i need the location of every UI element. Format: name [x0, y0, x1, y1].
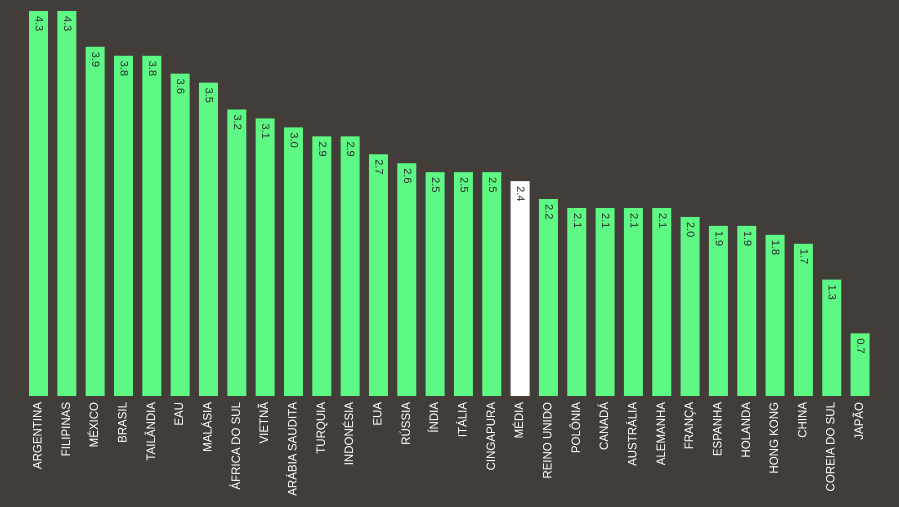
bar-8: [255, 118, 275, 396]
bar-0: [29, 11, 48, 396]
category-label-16: CINGAPURA: [486, 402, 498, 471]
bar-16: [482, 172, 502, 396]
value-label-12: 2.7: [372, 159, 384, 174]
value-label-26: 1.8: [769, 240, 781, 255]
bar-20: [595, 207, 615, 396]
bar-23: [680, 216, 700, 396]
value-label-22: 2.1: [656, 213, 668, 228]
bar-6: [198, 82, 218, 396]
category-label-3: BRASIL: [117, 401, 129, 443]
value-label-16: 2.5: [486, 177, 498, 192]
category-label-27: CHINA: [797, 402, 809, 438]
value-label-19: 2.1: [571, 213, 583, 228]
bar-21: [623, 207, 643, 396]
bar-12: [368, 154, 388, 396]
category-label-1: FILIPINAS: [61, 402, 73, 457]
bar-14: [425, 172, 445, 396]
value-label-2: 3.9: [89, 52, 101, 67]
value-label-23: 2.0: [684, 222, 696, 237]
value-label-1: 4.3: [61, 16, 73, 31]
value-label-24: 1.9: [712, 231, 724, 246]
category-label-10: TURQUIA: [316, 402, 328, 454]
value-label-10: 2.9: [316, 141, 328, 156]
value-label-6: 3.5: [202, 88, 214, 103]
value-label-8: 3.1: [259, 123, 271, 138]
category-label-18: REINO UNIDO: [542, 402, 554, 479]
category-label-11: INDONÉSIA: [343, 402, 356, 466]
bar-4: [142, 55, 162, 397]
category-label-26: HONG KONG: [769, 402, 781, 474]
category-label-0: ARGENTINA: [33, 402, 45, 469]
value-label-11: 2.9: [344, 141, 356, 156]
value-label-28: 1.3: [826, 285, 838, 300]
category-label-15: ITÁLIA: [456, 402, 469, 437]
value-label-3: 3.8: [117, 61, 129, 76]
value-label-7: 3.2: [231, 114, 243, 129]
value-label-17: 2.4: [514, 186, 526, 201]
bar-19: [567, 207, 587, 396]
value-label-20: 2.1: [599, 213, 611, 228]
value-label-27: 1.7: [797, 249, 809, 264]
category-label-20: CANADÁ: [598, 402, 611, 450]
bar-1: [57, 11, 77, 396]
value-label-15: 2.5: [457, 177, 469, 192]
value-label-9: 3.0: [287, 132, 299, 147]
category-label-23: FRANÇA: [684, 402, 696, 450]
category-label-12: EUA: [372, 402, 384, 426]
category-label-9: ARÁBIA SAUDITA: [286, 402, 299, 496]
bar-11: [340, 136, 360, 396]
category-label-19: POLÔNIA: [570, 402, 583, 453]
bar-28: [822, 279, 842, 396]
value-label-14: 2.5: [429, 177, 441, 192]
category-label-4: TAILÂNDIA: [145, 402, 158, 461]
category-label-25: HOLANDA: [741, 402, 753, 458]
category-label-5: EAU: [174, 402, 186, 426]
value-label-29: 0.7: [854, 338, 866, 353]
bar-2: [85, 46, 105, 397]
bar-15: [453, 172, 473, 396]
value-label-0: 4.3: [33, 16, 45, 31]
value-label-5: 3.6: [174, 79, 186, 94]
bar-10: [312, 136, 332, 396]
bar-7: [227, 109, 247, 397]
bar-17: [510, 181, 530, 396]
value-label-13: 2.6: [401, 168, 413, 183]
category-label-13: RÚSSIA: [400, 402, 413, 445]
category-label-21: AUSTRÁLIA: [626, 402, 639, 466]
bar-25: [737, 225, 757, 396]
category-label-14: ÍNDIA: [428, 402, 441, 433]
bar-29: [850, 333, 870, 396]
bar-18: [538, 199, 558, 396]
value-label-4: 3.8: [146, 61, 158, 76]
bar-3: [113, 55, 133, 397]
category-label-24: ESPANHA: [712, 402, 724, 456]
value-label-21: 2.1: [627, 213, 639, 228]
category-label-2: MÉXICO: [88, 402, 101, 447]
category-label-17: MÉDIA: [513, 402, 526, 439]
category-label-28: COREIA DO SUL: [826, 401, 838, 491]
bar-22: [652, 207, 672, 396]
bar-24: [708, 225, 728, 396]
bar-5: [170, 73, 190, 397]
category-label-8: VIETNÃ: [258, 402, 271, 444]
bar-27: [793, 243, 813, 396]
category-label-22: ALEMANHA: [656, 402, 668, 466]
bar-26: [765, 234, 785, 396]
bar-13: [397, 163, 417, 396]
category-label-29: JAPÃO: [853, 402, 866, 440]
bar-9: [283, 127, 303, 397]
category-label-6: MALÁSIA: [201, 402, 214, 452]
value-label-25: 1.9: [741, 231, 753, 246]
category-label-7: ÁFRICA DO SUL: [230, 401, 243, 489]
value-label-18: 2.2: [542, 204, 554, 219]
